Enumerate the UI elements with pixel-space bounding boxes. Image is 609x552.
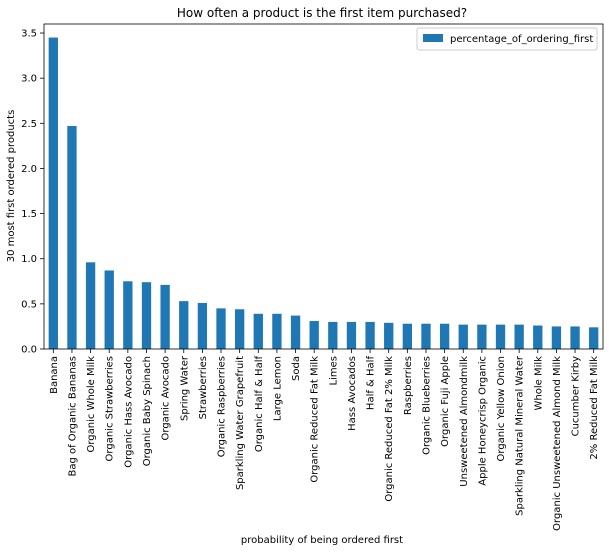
bar [272,313,282,349]
x-tick-label: Organic Strawberries [105,356,116,461]
x-tick-label: Organic Hass Avocado [123,356,134,468]
bar [197,302,208,349]
x-tick-label: Hass Avocados [347,356,358,431]
legend-swatch [423,34,443,42]
bar [514,324,524,349]
x-tick-label: Organic Fuji Apple [440,356,451,447]
x-tick-label: Raspberries [403,356,414,415]
x-tick-label: Apple Honeycrisp Organic [477,356,488,486]
bar [216,308,226,349]
plot-area: 0.0 0.5 1.0 1.5 2.0 2.5 3.0 3.5 Banana Bag of Org… [21,23,604,531]
x-tick-label: 2% Reduced Fat Milk [589,356,600,460]
y-tick-label: 3.5 [21,29,37,40]
bar [48,37,58,350]
y-tick-label: 1.0 [21,254,37,265]
chart-title: How often a product is the first item pu… [177,6,467,20]
x-tick-label: Whole Milk [533,356,544,411]
x-tick-label: Organic Half & Half [254,356,265,453]
bar [85,262,96,349]
bar [421,323,431,349]
bar [309,321,319,349]
x-tick-label: Organic Blueberries [421,356,432,455]
bar [365,321,375,349]
x-tick-label: Half & Half [366,356,377,411]
x-tick-label: Organic Raspberries [217,356,228,457]
x-tick-label: Limes [328,356,339,385]
bar [533,325,543,349]
bar [384,322,394,349]
bar [589,327,599,349]
x-tick-label: Organic Yellow Onion [496,356,507,461]
bar [402,323,413,349]
x-tick-label: Soda [291,356,302,381]
y-tick-label: 2.5 [21,119,37,130]
bar [290,315,301,349]
x-tick-label: Spring Water [179,355,190,421]
y-tick-label: 0.0 [21,345,37,356]
axes-frame [43,23,604,350]
bar [551,326,562,349]
x-tick-label: Organic Baby Spinach [142,356,153,466]
bar [328,321,338,349]
x-tick-label: Organic Reduced Fat Milk [310,356,321,483]
bar [439,323,450,349]
legend-label: percentage_of_ordering_first [450,34,593,45]
bar [104,270,114,349]
legend: percentage_of_ordering_first [416,27,598,51]
bar [234,309,245,349]
x-tick-label: Banana [49,356,60,394]
bar [495,324,506,349]
bar [141,282,152,349]
x-tick-label: Cucumber Kirby [571,356,582,436]
y-tick-label: 2.0 [21,164,37,175]
y-tick-label: 1.5 [21,209,37,220]
x-tick-label: Sparkling Natural Mineral Water [515,355,526,516]
x-tick-label: Large Lemon [272,356,283,421]
x-axis-label: probability of being ordered first [241,535,403,546]
x-tick-label: Organic Whole Milk [86,356,97,453]
x-tick-label: Bag of Organic Bananas [67,356,78,477]
bar [346,321,357,349]
bar [477,324,487,349]
x-tick-label: Organic Avocado [161,356,172,440]
bar [570,326,580,349]
x-tick-label: Strawberries [198,356,209,419]
bar [253,313,263,349]
bar [67,126,77,349]
bar [123,281,133,349]
x-tick-label: Organic Unsweetened Almond Milk [552,356,563,531]
bar [160,284,170,349]
y-tick-label: 3.0 [21,74,37,85]
y-tick-label: 0.5 [21,299,37,310]
y-axis-label: 30 most first ordered products [6,110,17,263]
x-tick-label: Organic Reduced Fat 2% Milk [384,356,395,502]
x-tick-label: Unsweetened Almondmilk [459,356,470,487]
x-tick-label: Sparkling Water Grapefruit [235,356,246,490]
legend-frame [416,27,598,51]
bar [179,301,189,349]
bar [458,324,468,349]
